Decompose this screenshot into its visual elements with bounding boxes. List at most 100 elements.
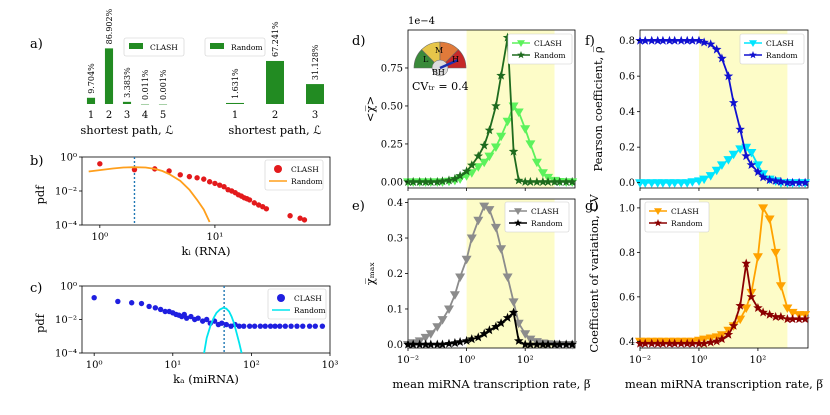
- marker-g-1-0: [635, 338, 645, 348]
- marker-f-1-2: [647, 35, 657, 45]
- f-legend-label-1: Random: [766, 51, 798, 60]
- marker-e-1-17: [502, 312, 513, 322]
- marker-d-1-25: [549, 176, 560, 186]
- e-legend-marker-0: [514, 208, 522, 215]
- bar-a1-0: [86, 97, 96, 104]
- marker-g-1-6: [669, 338, 680, 348]
- marker-d-0-12: [473, 163, 484, 172]
- point-c-0-38: [294, 323, 300, 329]
- ylabel-f: Pearson coefficient, ρ̅: [591, 46, 605, 172]
- marker-g-1-15: [723, 329, 734, 339]
- bar-category-a1-0: 1: [88, 110, 94, 121]
- marker-g-1-20: [753, 303, 763, 312]
- c-legend-label-1: Random: [294, 306, 326, 315]
- marker-e-1-22: [532, 339, 542, 349]
- g-xtick-label-1: 10⁰: [691, 355, 708, 366]
- marker-d-1-1: [408, 176, 418, 186]
- marker-e-0-17: [502, 273, 513, 282]
- marker-e-0-13: [479, 202, 490, 212]
- d-legend-label-0: CLASH: [534, 39, 562, 48]
- point-c-0-42: [319, 323, 326, 329]
- marker-d-0-22: [531, 158, 542, 168]
- point-c-0-35: [277, 323, 283, 329]
- marker-e-1-16: [496, 318, 506, 328]
- marker-f-0-13: [711, 166, 722, 176]
- point-c-0-36: [282, 323, 289, 329]
- marker-g-0-21: [758, 204, 769, 213]
- point-c-0-24: [223, 321, 230, 328]
- point-b-0-5: [186, 173, 193, 180]
- marker-d-0-11: [466, 169, 477, 178]
- marker-e-0-11: [466, 234, 477, 243]
- e-xtick-label-0: 10⁻²: [397, 355, 419, 366]
- marker-g-1-1: [640, 338, 650, 348]
- marker-f-1-25: [782, 177, 793, 187]
- marker-d-1-23: [538, 176, 548, 186]
- marker-e-1-3: [420, 339, 431, 349]
- marker-e-1-18: [508, 307, 519, 317]
- e-xtick-label-2: 10²: [517, 355, 534, 366]
- marker-f-1-0: [635, 35, 645, 45]
- marker-d-1-16: [496, 70, 506, 80]
- marker-d-0-17: [502, 117, 513, 127]
- point-c-0-39: [300, 323, 306, 329]
- marker-f-1-13: [712, 44, 722, 54]
- marker-d-1-27: [561, 176, 571, 186]
- c-xtick-label-3: 10³: [322, 360, 339, 371]
- point-b-0-7: [201, 176, 207, 182]
- marker-g-1-26: [787, 314, 798, 324]
- marker-d-1-11: [467, 160, 477, 170]
- bar-a1-2: [122, 101, 132, 104]
- c-xtick-label-2: 10²: [243, 360, 260, 371]
- marker-g-1-25: [782, 314, 793, 324]
- marker-f-1-10: [694, 35, 704, 45]
- d-ytick-label-3: 0.75: [381, 63, 403, 74]
- marker-g-1-4: [658, 338, 668, 348]
- point-c-0-2: [128, 300, 135, 306]
- marker-e-1-27: [561, 339, 571, 349]
- marker-e-1-2: [414, 339, 425, 349]
- marker-d-0-20: [520, 125, 531, 134]
- point-c-0-14: [183, 315, 190, 321]
- marker-e-1-1: [408, 339, 418, 349]
- e-legend-marker-1: [514, 219, 522, 227]
- b-legend-marker-0: [274, 165, 282, 173]
- marker-e-1-23: [538, 339, 548, 349]
- xlabel-e: mean miRNA transcription rate, β̅: [392, 377, 591, 391]
- point-b-0-10: [216, 182, 223, 188]
- marker-g-1-8: [682, 338, 692, 348]
- e-ytick-label-0: 0.0: [387, 340, 403, 351]
- marker-f-0-16: [728, 150, 739, 160]
- point-c-0-6: [157, 306, 164, 313]
- marker-g-1-9: [687, 338, 698, 348]
- marker-e-1-0: [403, 339, 413, 349]
- panel-label-f: f): [585, 34, 595, 49]
- marker-f-1-22: [764, 175, 775, 185]
- axes-frame-g: [639, 198, 809, 349]
- marker-g-1-24: [776, 311, 786, 321]
- gauge-needle-icon: [439, 58, 459, 70]
- marker-d-1-0: [403, 176, 413, 186]
- xlabel-a1: shortest path, ℒ: [80, 123, 174, 137]
- c-ytick-label-0: 10⁰: [60, 282, 77, 293]
- marker-d-1-5: [432, 176, 443, 186]
- marker-f-1-18: [741, 151, 751, 161]
- f-legend-marker-0: [749, 40, 757, 47]
- panel-f: 0.0 0.2 0.4 0.6 0.8 Pearson coefficient, ρ̅ CL…: [591, 29, 811, 191]
- marker-d-1-3: [420, 176, 431, 186]
- marker-e-1-8: [450, 338, 460, 348]
- marker-g-0-25: [782, 304, 793, 313]
- a-a1-legend-frame: [123, 37, 185, 57]
- point-c-0-23: [219, 320, 225, 326]
- marker-e-1-28: [567, 339, 577, 349]
- point-c-0-3: [138, 300, 145, 307]
- marker-e-0-10: [461, 255, 472, 265]
- marker-d-1-20: [520, 176, 530, 186]
- f-ytick-label-2: 0.4: [619, 107, 635, 118]
- bar-a2-2: [306, 84, 324, 104]
- point-c-0-7: [162, 308, 168, 315]
- bar-value-label-a2-0: 1.631%: [231, 68, 240, 99]
- d-legend-marker-0: [517, 40, 525, 47]
- marker-f-0-19: [746, 149, 757, 158]
- point-c-0-0: [91, 295, 97, 301]
